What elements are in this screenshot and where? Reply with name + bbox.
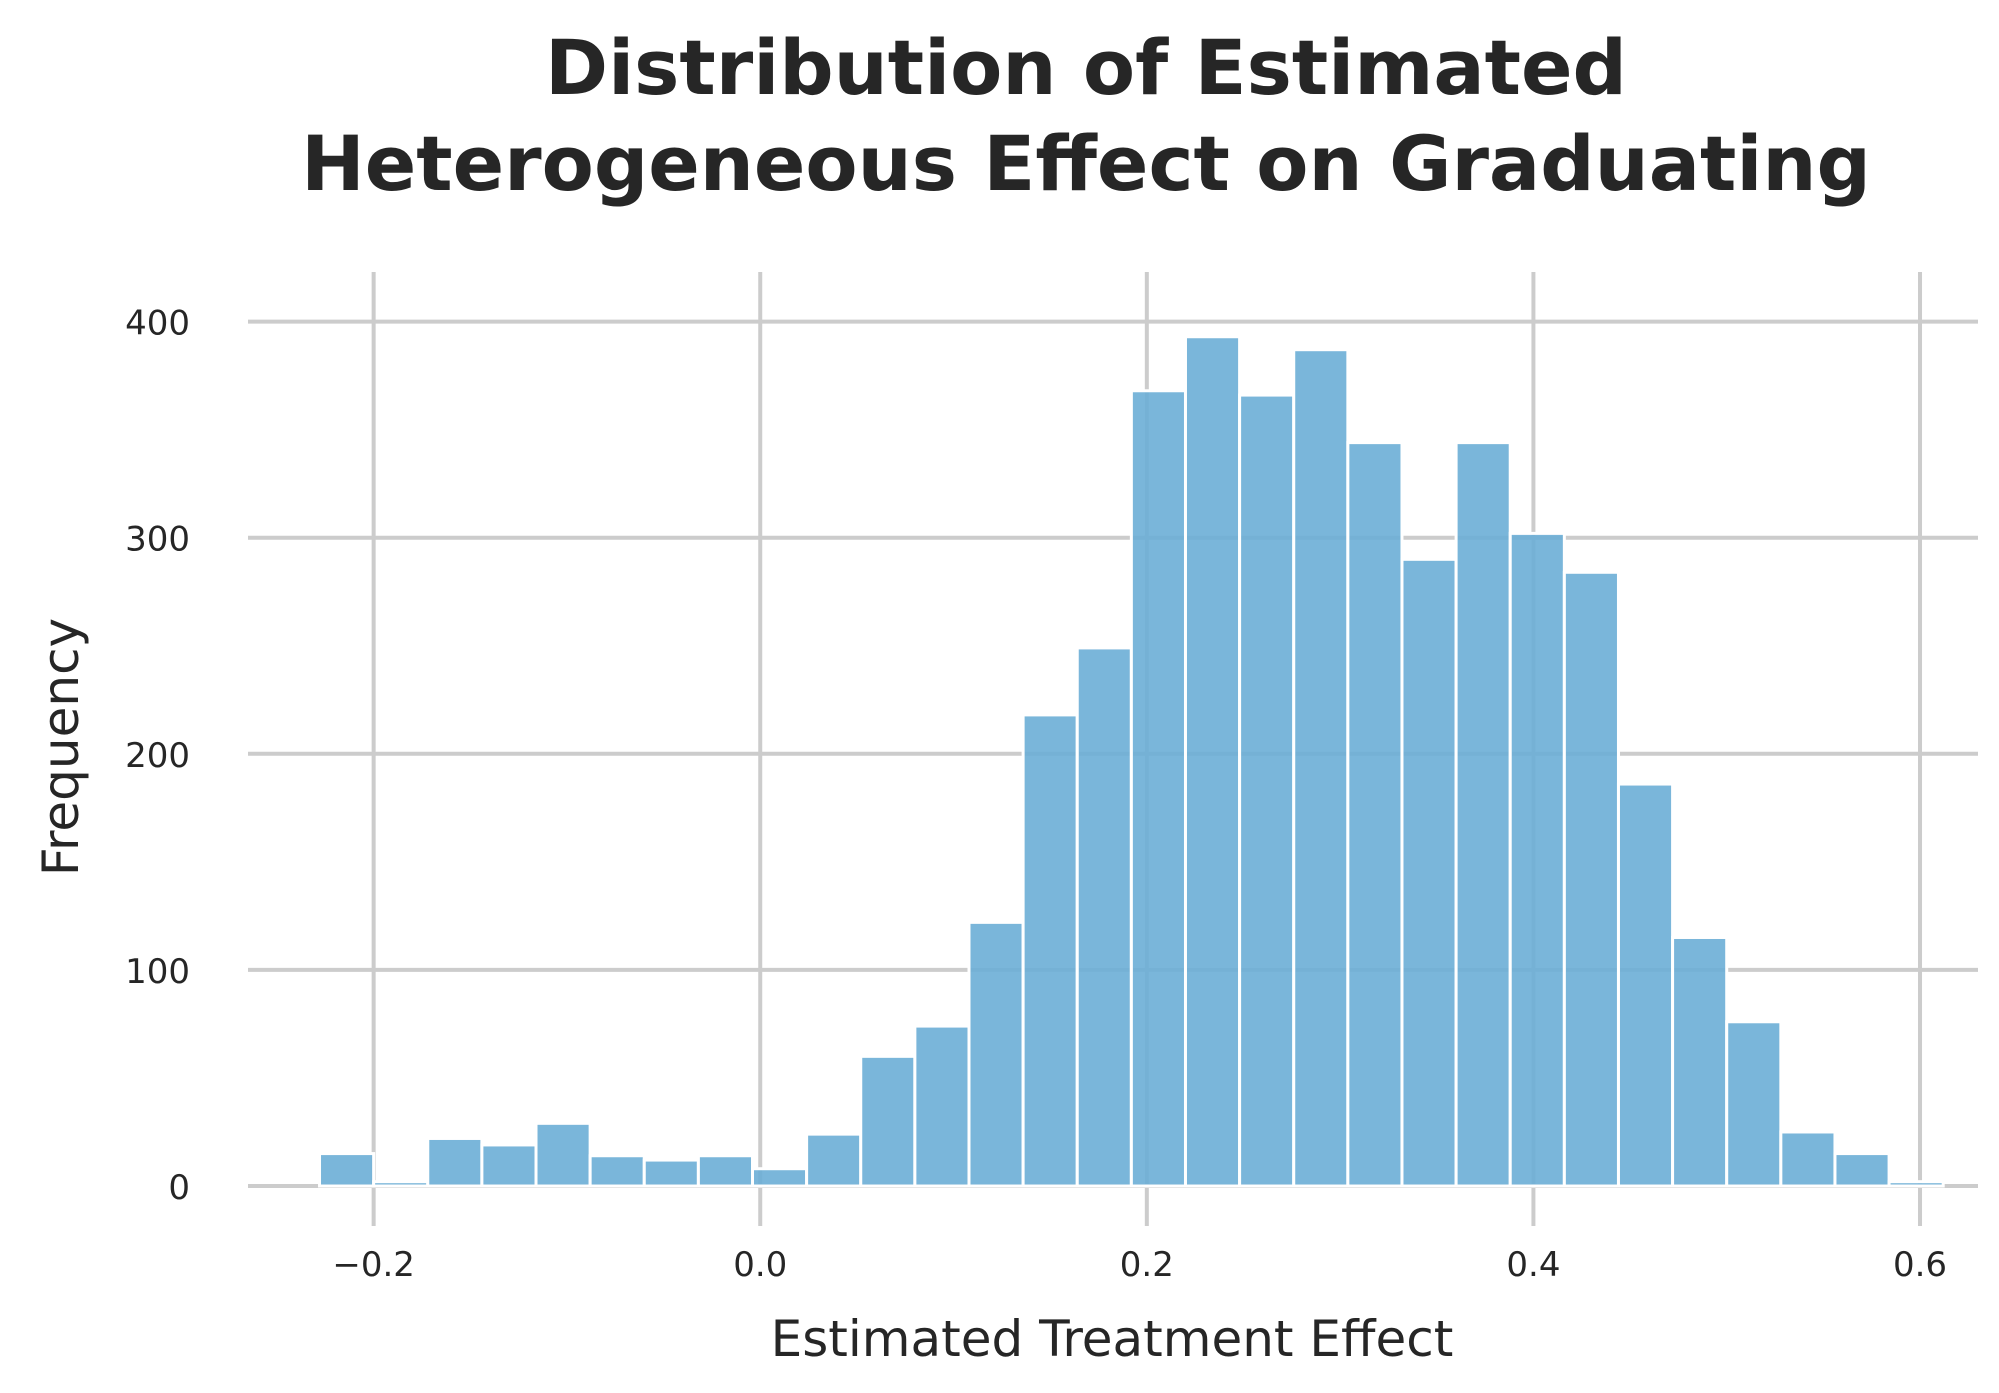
tick-labels: 0 100 200 300 400 −0.2 0.0 0.2 0.4 0.6 — [125, 304, 1947, 1285]
histogram-bar — [913, 1024, 971, 1188]
histogram-bar — [751, 1167, 809, 1188]
histogram-bar — [1183, 335, 1242, 1188]
histogram-bar — [1400, 557, 1458, 1188]
histogram-bar — [1292, 348, 1350, 1188]
histogram-bar — [1779, 1130, 1837, 1188]
histogram-bar — [1725, 1020, 1783, 1188]
y-tick-label: 300 — [125, 520, 190, 560]
x-axis-label: Estimated Treatment Effect — [771, 1310, 1454, 1368]
histogram-bar — [1454, 441, 1512, 1188]
histogram-bar — [588, 1154, 646, 1188]
histogram-bar — [696, 1154, 755, 1188]
histogram-bar — [318, 1152, 376, 1188]
chart-title-line-1: Distribution of Estimated — [545, 23, 1627, 112]
histogram-bar — [805, 1132, 863, 1188]
histogram-bars — [318, 335, 1945, 1188]
histogram-bar — [534, 1121, 592, 1188]
histogram-bar — [967, 920, 1025, 1188]
x-tick-label: 0.6 — [1893, 1245, 1947, 1285]
x-tick-label: 0.0 — [733, 1245, 787, 1285]
y-axis-label: Frequency — [32, 618, 90, 876]
histogram-bar — [1833, 1152, 1891, 1188]
histogram-bar — [372, 1180, 430, 1188]
histogram-bar — [480, 1143, 538, 1188]
x-tick-label: 0.2 — [1120, 1245, 1174, 1285]
histogram-bar — [1129, 389, 1187, 1188]
y-tick-label: 100 — [125, 952, 190, 992]
histogram-bar — [1021, 713, 1079, 1188]
histogram-bar — [1075, 646, 1133, 1188]
y-tick-label: 400 — [125, 304, 190, 344]
x-tick-label: −0.2 — [332, 1245, 415, 1285]
histogram-bar — [426, 1136, 484, 1188]
chart-title-line-2: Heterogeneous Effect on Graduating — [301, 119, 1871, 208]
histogram-bar — [1238, 393, 1296, 1188]
histogram-bar — [1508, 531, 1566, 1188]
histogram-bar — [1346, 441, 1404, 1188]
histogram-bar — [859, 1054, 917, 1188]
histogram-bar — [1562, 570, 1620, 1188]
x-tick-label: 0.4 — [1506, 1245, 1560, 1285]
histogram-bar — [1887, 1180, 1945, 1188]
histogram-bar — [1616, 782, 1675, 1188]
histogram-bar — [1671, 935, 1729, 1188]
histogram-bar — [642, 1158, 700, 1188]
y-tick-label: 0 — [168, 1168, 190, 1208]
y-tick-label: 200 — [125, 736, 190, 776]
